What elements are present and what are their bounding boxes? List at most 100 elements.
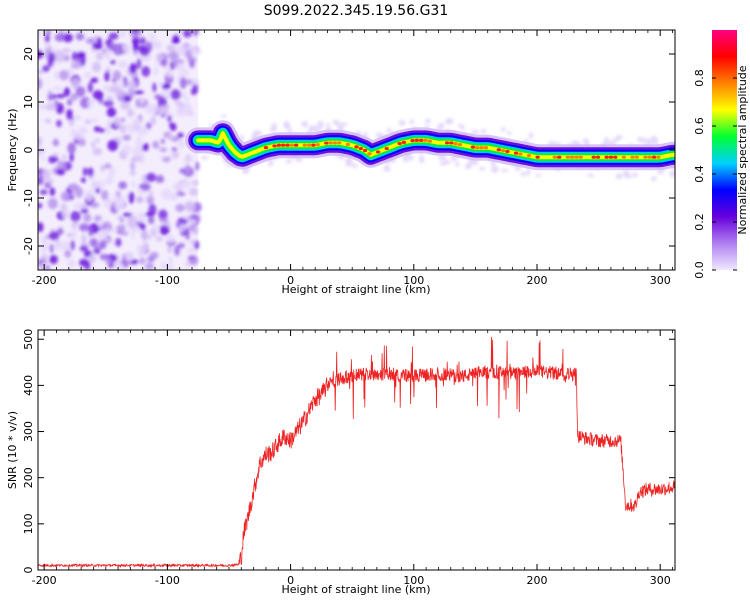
- colorbar-tick-label: 0.4: [693, 165, 706, 183]
- noise-blob: [160, 190, 168, 197]
- noise-blob: [116, 224, 126, 232]
- spectrogram-x-tick-label: 0: [287, 274, 294, 287]
- noise-blob: [170, 89, 181, 100]
- ridge-peak: [263, 146, 269, 150]
- figure-title: S099.2022.345.19.56.G31: [264, 3, 449, 19]
- ridge-peak: [470, 145, 476, 149]
- ridge-peak: [630, 155, 635, 159]
- noise-blob: [167, 245, 173, 254]
- ridge-peak: [293, 143, 299, 147]
- ridge-peak: [608, 155, 614, 159]
- ridge-peak: [272, 144, 277, 148]
- noise-blob: [97, 231, 106, 242]
- halo-blob: [300, 121, 309, 127]
- halo-blob: [471, 129, 480, 135]
- snr-x-tick-label: 100: [403, 574, 424, 587]
- noise-blob: [39, 189, 48, 195]
- noise-blob: [70, 93, 79, 101]
- noise-blob: [158, 81, 163, 88]
- ridge-peak: [595, 155, 601, 159]
- halo-blob: [386, 127, 392, 134]
- halo-blob: [341, 122, 349, 126]
- noise-blob: [175, 44, 187, 57]
- ridge-peak: [505, 149, 510, 154]
- noise-blob: [157, 96, 168, 108]
- ridge-peak: [423, 138, 428, 142]
- noise-blobs: [38, 30, 202, 270]
- noise-blob: [159, 225, 170, 236]
- noise-blob: [144, 263, 155, 270]
- ridge-peak: [418, 138, 424, 142]
- noise-blob: [71, 223, 77, 229]
- noise-blob: [54, 50, 65, 63]
- noise-blob: [96, 180, 106, 187]
- halo-blob: [603, 136, 609, 144]
- ridge-peak: [337, 141, 342, 145]
- noise-blob: [80, 209, 89, 214]
- noise-blob: [152, 140, 160, 149]
- ridge-peak: [578, 155, 583, 159]
- noise-blob: [41, 169, 51, 180]
- noise-blob: [38, 222, 44, 233]
- ridge-peak: [526, 154, 532, 158]
- noise-blob: [49, 187, 56, 197]
- noise-blob: [60, 203, 68, 211]
- noise-blob: [106, 119, 113, 125]
- snr-y-tick-label: 0: [22, 567, 35, 574]
- ridge-peak: [362, 148, 368, 153]
- noise-blob: [191, 88, 196, 96]
- noise-blob: [61, 48, 72, 53]
- noise-blob: [129, 169, 136, 176]
- noise-blob: [113, 116, 121, 127]
- noise-blob: [42, 65, 50, 73]
- noise-blob: [132, 30, 139, 34]
- noise-blob: [67, 142, 76, 154]
- noise-blob: [175, 203, 185, 213]
- noise-blob: [139, 47, 150, 57]
- noise-blob: [83, 71, 92, 78]
- noise-blob: [105, 175, 114, 185]
- spectrogram-x-axis-label: Height of straight line (km): [281, 283, 430, 296]
- halo-blob: [464, 163, 472, 170]
- noise-blob: [103, 197, 113, 209]
- noise-blob: [181, 69, 190, 78]
- noise-blob: [137, 248, 147, 259]
- colorbar-tick-label: 0.0: [693, 261, 706, 279]
- noise-blob: [177, 132, 184, 139]
- noise-blob: [54, 33, 66, 42]
- noise-blob: [67, 183, 79, 191]
- noise-blob: [173, 37, 179, 43]
- halo-blob: [424, 118, 431, 124]
- ridge-peak: [483, 146, 489, 150]
- noise-blob: [104, 163, 112, 169]
- noise-blob: [135, 244, 141, 251]
- noise-blob: [75, 32, 85, 41]
- noise-blob: [95, 187, 101, 194]
- ridge-peak: [401, 140, 407, 144]
- halo-blob: [444, 159, 451, 165]
- noise-blob: [38, 69, 44, 75]
- colorbar-tick-label: 0.2: [693, 213, 706, 231]
- noise-blob: [136, 211, 146, 223]
- noise-blob: [191, 180, 199, 186]
- ridge-peak: [552, 155, 558, 159]
- noise-blob: [70, 210, 81, 222]
- halo-blob: [572, 140, 579, 145]
- halo-blob: [325, 123, 331, 127]
- noise-blob: [182, 30, 192, 38]
- noise-blob: [52, 86, 63, 92]
- noise-blob: [38, 103, 48, 110]
- noise-blob: [177, 242, 185, 249]
- ridge-peak: [613, 155, 618, 159]
- noise-blob: [112, 70, 122, 82]
- noise-blob: [176, 101, 181, 114]
- noise-blob: [44, 34, 50, 43]
- noise-blob: [175, 220, 181, 229]
- noise-blob: [88, 253, 96, 264]
- noise-blob: [121, 144, 132, 155]
- noise-blob: [91, 117, 99, 123]
- halo-blob: [535, 173, 542, 177]
- noise-blob: [84, 119, 92, 125]
- halo-blob: [419, 156, 425, 164]
